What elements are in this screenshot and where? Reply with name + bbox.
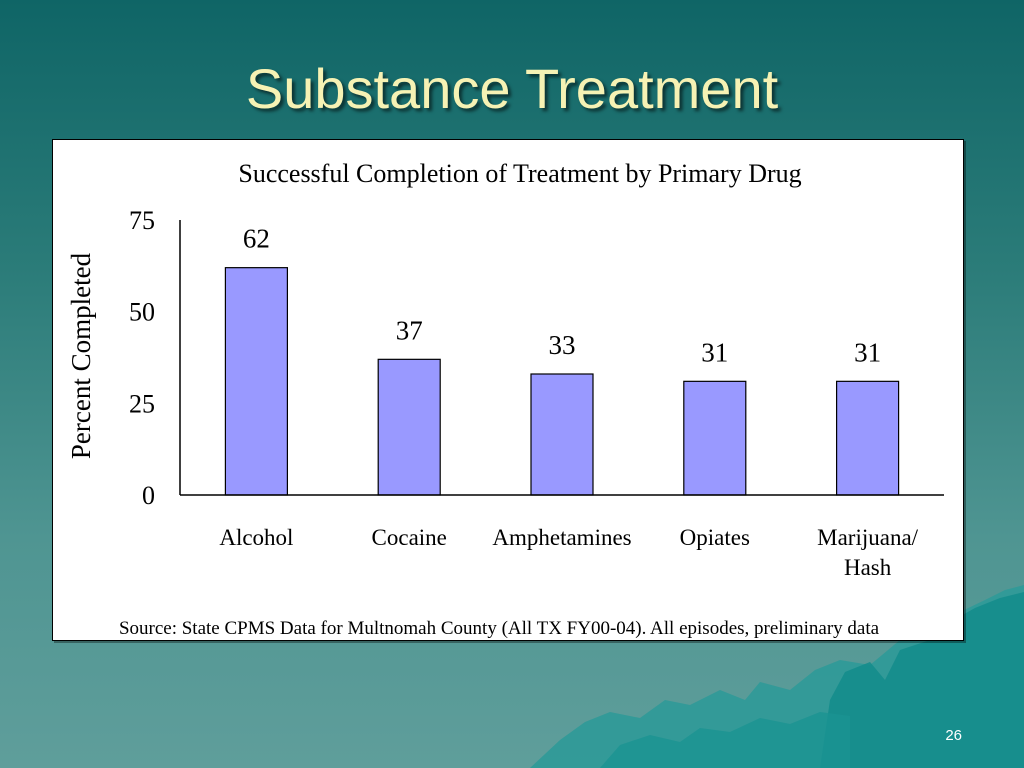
data-label: 37 [396,315,423,345]
x-tick-label: Hash [844,555,892,580]
slide-title: Substance Treatment [245,57,779,120]
data-label: 62 [243,224,270,254]
bar-chart: Successful Completion of Treatment by Pr… [66,159,944,639]
y-axis-label: Percent Completed [66,252,96,459]
x-tick-labels: Alcohol Cocaine Amphetamines Opiates Marijua… [219,525,918,580]
x-tick-label: Amphetamines [492,525,631,550]
chart-title: Successful Completion of Treatment by Pr… [238,159,801,188]
x-tick-label: Marijuana/ [817,525,919,550]
source-note: Source: State CPMS Data for Multnomah Co… [119,618,880,639]
bar-cocaine [377,358,441,496]
y-tick-label: 50 [129,298,155,327]
data-labels: 62 37 33 31 31 [243,224,881,368]
x-tick-label: Opiates [680,525,750,550]
y-tick-label: 25 [129,389,155,418]
data-label: 31 [854,337,881,367]
data-label: 31 [701,337,728,367]
data-label: 33 [549,330,576,360]
bar-opiates [683,380,747,496]
y-tick-labels: 0 25 50 75 [129,206,155,510]
bar-marijuana [835,380,900,496]
x-tick-label: Cocaine [372,525,447,550]
bar-alcohol [224,267,288,496]
y-tick-label: 0 [142,481,155,510]
chart-panel: Successful Completion of Treatment by Pr… [52,139,964,641]
bars [224,267,900,496]
y-tick-label: 75 [129,206,155,235]
x-tick-label: Alcohol [219,525,293,550]
page-number: 26 [945,727,962,744]
bar-amphetamines [530,373,594,496]
